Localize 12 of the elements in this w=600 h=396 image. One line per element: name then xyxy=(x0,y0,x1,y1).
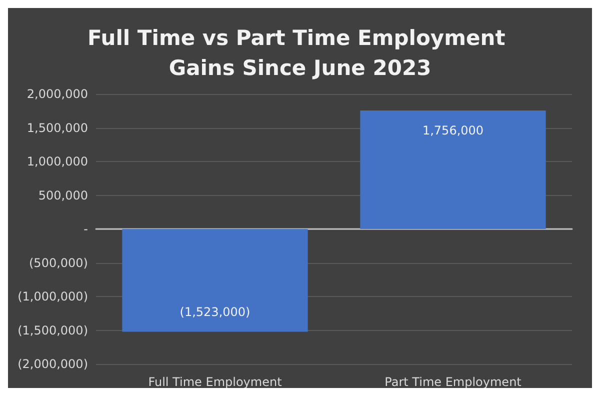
data-label: 1,756,000 xyxy=(422,123,484,138)
y-tick-label: - xyxy=(84,222,88,236)
y-tick-label: (1,000,000) xyxy=(18,290,88,304)
y-tick-label: (2,000,000) xyxy=(18,357,88,371)
y-tick-label: (500,000) xyxy=(29,256,88,270)
chart-title: Full Time vs Part Time Employment Gains Since June 2023 xyxy=(87,26,513,80)
y-tick-label: (1,500,000) xyxy=(18,323,88,338)
y-tick-label: 1,500,000 xyxy=(26,120,88,135)
y-tick-label: 1,000,000 xyxy=(26,154,88,168)
y-tick-label: 500,000 xyxy=(38,188,88,202)
data-label: (1,523,000) xyxy=(180,304,250,319)
y-tick-label: 2,000,000 xyxy=(26,87,88,101)
